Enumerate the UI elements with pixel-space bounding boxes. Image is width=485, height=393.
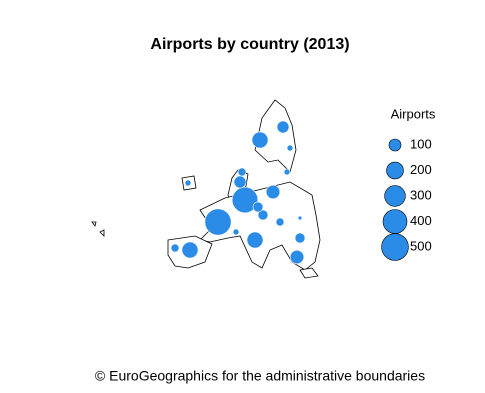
airport-bubble [297,215,303,221]
airport-bubble [294,232,306,244]
legend-bubble [388,138,402,152]
airport-bubble [286,144,294,152]
legend-bubble [386,161,404,180]
legend-label: 500 [410,238,432,253]
legend-bubble [381,233,409,261]
airport-bubble [231,186,259,214]
legend-title: Airports [391,106,436,121]
airport-bubble [232,228,240,236]
airport-bubble [251,131,269,149]
airport-bubble [237,167,247,177]
legend-label: 300 [410,187,432,202]
legend-label: 200 [410,162,432,177]
legend-label: 400 [410,213,432,228]
airport-bubble [246,231,264,249]
legend-bubble [382,209,408,234]
airport-bubble [204,208,232,236]
map-title: Airports by country (2013) [150,36,349,53]
airport-bubble [283,168,291,176]
airport-bubble [265,184,281,200]
airport-bubble [289,249,305,265]
airport-bubble [252,201,264,213]
airport-bubble [233,175,247,189]
airport-bubble [181,241,199,259]
airport-bubble [276,120,290,134]
airport-bubble [170,243,180,253]
airport-bubble [257,209,269,221]
airport-bubble [275,217,285,227]
airport-bubble [184,179,192,187]
source-note: © EuroGeographics for the administrative… [95,368,425,384]
legend-bubble [384,185,406,207]
legend-label: 100 [410,136,432,151]
